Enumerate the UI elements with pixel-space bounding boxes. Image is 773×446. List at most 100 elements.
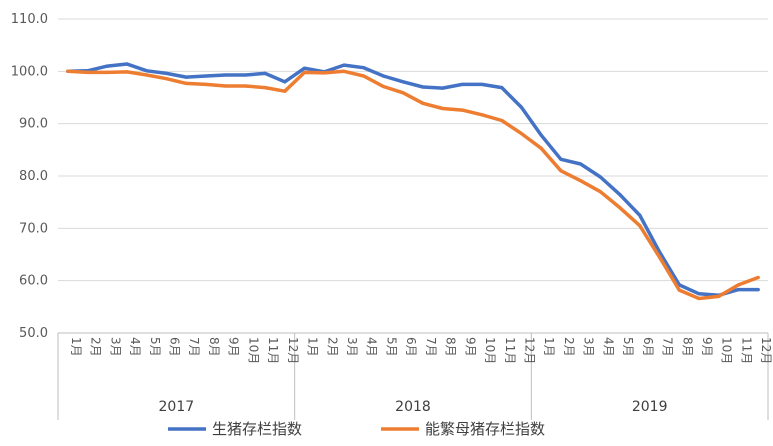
x-tick-label: 4月: [128, 337, 142, 357]
data-point: [579, 162, 583, 166]
data-point: [559, 157, 563, 161]
x-tick-label: 6月: [641, 337, 655, 357]
data-point: [322, 71, 326, 75]
data-point: [184, 81, 188, 85]
data-point: [342, 63, 346, 67]
x-tick-label: 11月: [739, 337, 753, 364]
data-point: [717, 294, 721, 298]
x-tick-label: 5月: [621, 337, 635, 357]
y-axis-ticks: 50.0 60.0 70.0 80.0 90.0 100.0 110.0: [11, 12, 48, 341]
x-tick-label: 7月: [187, 337, 201, 357]
data-point: [421, 85, 425, 89]
data-point: [243, 84, 247, 88]
data-point: [125, 70, 129, 74]
data-point: [500, 85, 504, 90]
data-point: [440, 86, 445, 90]
data-point: [184, 75, 188, 79]
data-point: [480, 113, 484, 117]
data-point: [243, 73, 247, 77]
y-tick-label: 60.0: [19, 274, 48, 289]
x-tick-label: 12月: [286, 337, 300, 364]
data-point: [263, 85, 267, 90]
data-point: [362, 66, 366, 70]
data-point: [85, 70, 90, 74]
y-tick-label: 50.0: [19, 326, 48, 341]
data-point: [519, 105, 524, 110]
data-point: [539, 146, 543, 150]
x-category-label: 2018: [395, 399, 431, 415]
data-point: [756, 275, 760, 280]
x-tick-label: 9月: [463, 337, 477, 357]
x-tick-label: 2月: [325, 337, 339, 357]
data-point: [224, 73, 228, 77]
data-point: [145, 69, 149, 73]
data-point: [539, 133, 543, 137]
data-point: [224, 84, 228, 88]
x-tick-label: 7月: [424, 337, 438, 357]
x-tick-label: 8月: [444, 337, 458, 357]
data-point: [204, 82, 208, 87]
data-point: [105, 70, 109, 74]
x-tick-label: 5月: [384, 337, 398, 357]
data-point: [519, 132, 524, 136]
series-lines: [66, 62, 760, 301]
y-tick-label: 100.0: [11, 64, 48, 79]
data-point: [440, 106, 445, 111]
y-tick-label: 70.0: [19, 221, 48, 236]
data-point: [638, 224, 642, 228]
data-point: [401, 91, 405, 95]
y-tick-label: 110.0: [11, 12, 48, 27]
data-point: [598, 175, 602, 179]
data-point: [263, 71, 267, 76]
x-tick-label: 10月: [483, 337, 497, 364]
data-point: [381, 84, 386, 89]
data-point: [500, 118, 504, 123]
data-point: [638, 213, 642, 217]
data-point: [66, 69, 70, 73]
data-point: [381, 74, 386, 78]
data-point: [480, 82, 484, 87]
data-point: [697, 296, 701, 301]
data-point: [736, 283, 741, 287]
gridlines: [58, 18, 768, 282]
x-tick-label: 4月: [365, 337, 379, 357]
x-tick-label: 5月: [148, 337, 162, 357]
data-point: [697, 292, 701, 296]
x-tick-label: 1月: [542, 337, 556, 357]
x-tick-label: 2月: [89, 337, 103, 357]
data-point: [283, 80, 287, 84]
x-tick-label: 8月: [207, 337, 221, 357]
x-tick-label: 6月: [167, 337, 181, 357]
x-tick-label: 11月: [266, 337, 280, 364]
data-point: [283, 89, 287, 93]
x-tick-label: 6月: [404, 337, 418, 357]
data-point: [342, 69, 346, 73]
x-tick-label: 3月: [345, 337, 359, 357]
x-tick-label: 12月: [522, 337, 536, 364]
x-category-label: 2019: [632, 399, 668, 415]
data-point: [756, 287, 760, 292]
data-point: [204, 74, 208, 78]
data-point: [302, 66, 307, 70]
data-point: [401, 80, 405, 84]
data-point: [598, 190, 602, 194]
x-tick-label: 7月: [661, 337, 675, 357]
data-point: [145, 73, 149, 77]
x-tick-label: 10月: [246, 337, 260, 364]
legend: 生猪存栏指数 能繁母猪存栏指数: [168, 420, 545, 438]
x-tick-label: 3月: [582, 337, 596, 357]
x-tick-label: 8月: [680, 337, 694, 357]
x-tick-label: 9月: [227, 337, 241, 357]
data-point: [736, 287, 741, 292]
data-point: [618, 206, 622, 210]
x-tick-label: 12月: [759, 337, 773, 364]
legend-label: 生猪存栏指数: [212, 420, 302, 438]
data-point: [125, 62, 129, 66]
series-line: [66, 69, 760, 301]
x-tick-label: 1月: [306, 337, 320, 357]
data-point: [618, 193, 622, 197]
data-point: [579, 179, 583, 183]
data-point: [460, 108, 464, 112]
